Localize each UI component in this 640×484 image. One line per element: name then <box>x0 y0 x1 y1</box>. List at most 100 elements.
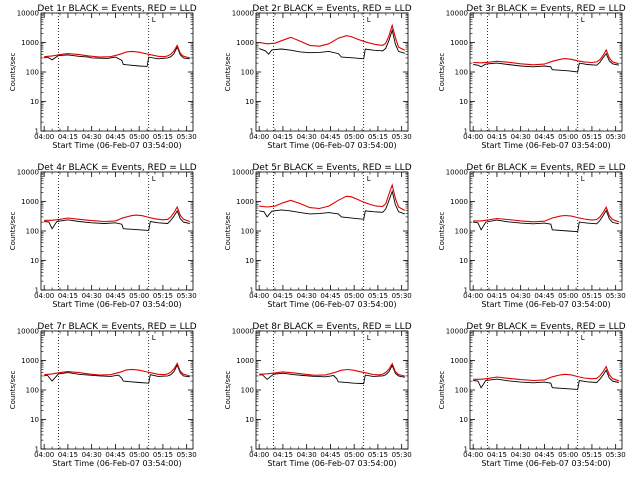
x-tick-label: 05:30 <box>606 292 626 300</box>
panel-det-8: Det 8r BLACK = Events, RED = LLD 1 10 100 10… <box>224 322 412 468</box>
x-tick-label: 05:00 <box>129 451 149 459</box>
x-tick-label: 05:30 <box>177 292 197 300</box>
x-tick-label: 05:00 <box>129 133 149 141</box>
y-tick-label: 10000 <box>232 169 254 177</box>
y-tick-label: 100 <box>241 69 254 77</box>
panel-title: Det 2r BLACK = Events, RED = LLD <box>252 4 411 14</box>
x-tick-label: 05:15 <box>368 451 388 459</box>
y-tick-label: 100 <box>241 228 254 236</box>
y-tick-label: 100 <box>26 69 39 77</box>
y-tick-label: 10 <box>245 416 254 424</box>
x-tick-label: 05:30 <box>177 133 197 141</box>
panel-title: Det 3r BLACK = Events, RED = LLD <box>466 4 625 14</box>
x-tick-label: 04:45 <box>320 292 340 300</box>
x-tick-label: 04:00 <box>249 133 269 141</box>
x-tick-label: 04:00 <box>463 292 483 300</box>
y-tick-label: 10 <box>245 98 254 106</box>
events-series-line <box>473 52 619 73</box>
x-axis-label: Start Time (06-Feb-07 03:54:00) <box>267 141 396 150</box>
x-tick-label: 04:30 <box>297 451 317 459</box>
x-tick-label: 05:15 <box>153 292 173 300</box>
lld-series-line <box>473 365 619 382</box>
y-axis-label: Counts/sec <box>9 371 17 410</box>
x-tick-label: 04:00 <box>34 292 54 300</box>
y-tick-label: 1 <box>35 128 39 136</box>
y-tick-label: 1000 <box>236 198 254 206</box>
panel-det-6: Det 6r BLACK = Events, RED = LLD 1 10 100 10… <box>438 163 626 309</box>
y-tick-label: 10000 <box>17 328 39 336</box>
plot-frame <box>40 12 194 132</box>
y-tick-label: 10000 <box>17 10 39 18</box>
x-tick-label: 04:00 <box>463 133 483 141</box>
x-tick-label: 05:00 <box>129 292 149 300</box>
x-tick-label: 04:30 <box>511 451 531 459</box>
x-tick-label: 04:15 <box>58 292 78 300</box>
lld-series-line <box>259 23 406 51</box>
panel-title: Det 6r BLACK = Events, RED = LLD <box>466 163 625 173</box>
y-tick-label: 1 <box>464 128 468 136</box>
x-tick-label: 05:30 <box>606 133 626 141</box>
y-tick-label: 100 <box>241 387 254 395</box>
panel-det-2: Det 2r BLACK = Events, RED = LLD 1 10 100 10… <box>224 4 412 150</box>
y-tick-label: 10 <box>459 257 468 265</box>
x-tick-label: 05:00 <box>344 292 364 300</box>
y-tick-label: 1000 <box>450 39 468 47</box>
x-tick-label: 05:00 <box>344 133 364 141</box>
y-tick-label: 1 <box>35 287 39 295</box>
x-tick-label: 04:30 <box>82 292 102 300</box>
x-tick-label: 05:15 <box>153 133 173 141</box>
panel-det-1: Det 1r BLACK = Events, RED = LLD 1 10 100 10… <box>9 4 197 150</box>
panel-det-7: Det 7r BLACK = Events, RED = LLD 1 10 100 10… <box>9 322 197 468</box>
x-tick-label: 04:45 <box>105 292 125 300</box>
panel-title: Det 5r BLACK = Events, RED = LLD <box>252 163 411 173</box>
y-tick-label: 10000 <box>232 10 254 18</box>
x-tick-label: 04:15 <box>487 133 507 141</box>
x-tick-label: 04:15 <box>273 292 293 300</box>
y-tick-label: 1000 <box>236 357 254 365</box>
x-tick-label: 04:45 <box>534 451 554 459</box>
panel-title: Det 4r BLACK = Events, RED = LLD <box>37 163 196 173</box>
y-tick-label: 10 <box>30 416 39 424</box>
plot-frame <box>255 12 409 132</box>
x-tick-label: 04:00 <box>249 292 269 300</box>
events-series-line <box>259 364 405 385</box>
y-tick-label: 1 <box>250 446 254 454</box>
lld-marker: L <box>152 16 156 24</box>
panel-det-3: Det 3r BLACK = Events, RED = LLD 1 10 100 10… <box>438 4 626 150</box>
x-tick-label: 04:30 <box>82 133 102 141</box>
y-tick-label: 10 <box>459 416 468 424</box>
y-tick-label: 1000 <box>236 39 254 47</box>
x-axis-label: Start Time (06-Feb-07 03:54:00) <box>52 459 181 468</box>
x-tick-label: 04:45 <box>534 133 554 141</box>
x-tick-label: 04:15 <box>58 451 78 459</box>
x-axis-label: Start Time (06-Feb-07 03:54:00) <box>52 300 181 309</box>
plot-frame <box>40 330 194 450</box>
plot-frame <box>255 171 409 291</box>
lld-marker: L <box>581 175 585 183</box>
y-tick-label: 10000 <box>446 328 468 336</box>
lld-marker: L <box>367 334 371 342</box>
y-tick-label: 1000 <box>21 39 39 47</box>
lld-marker: L <box>581 16 585 24</box>
x-axis-label: Start Time (06-Feb-07 03:54:00) <box>52 141 181 150</box>
y-tick-label: 10 <box>30 98 39 106</box>
y-axis-label: Counts/sec <box>438 212 446 251</box>
x-tick-label: 04:15 <box>487 451 507 459</box>
lld-series-line <box>44 362 190 377</box>
plot-frame <box>469 12 623 132</box>
x-tick-label: 05:30 <box>392 292 412 300</box>
y-tick-label: 100 <box>455 387 468 395</box>
panel-det-5: Det 5r BLACK = Events, RED = LLD 1 10 100 10… <box>224 163 412 309</box>
x-tick-label: 05:00 <box>344 451 364 459</box>
x-tick-label: 04:15 <box>273 451 293 459</box>
x-axis-label: Start Time (06-Feb-07 03:54:00) <box>267 300 396 309</box>
lld-marker: L <box>152 175 156 183</box>
lld-series-line <box>473 205 619 223</box>
x-tick-label: 04:00 <box>34 133 54 141</box>
x-tick-label: 05:30 <box>392 133 412 141</box>
x-axis-label: Start Time (06-Feb-07 03:54:00) <box>481 459 610 468</box>
y-tick-label: 10 <box>245 257 254 265</box>
x-tick-label: 05:00 <box>558 292 578 300</box>
x-tick-label: 04:45 <box>105 451 125 459</box>
x-tick-label: 05:15 <box>582 451 602 459</box>
